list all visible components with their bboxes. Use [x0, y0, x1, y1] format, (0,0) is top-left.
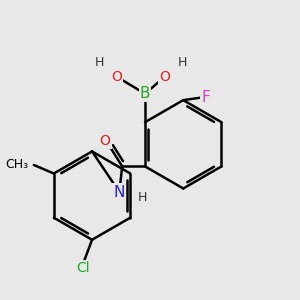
Text: H: H	[137, 191, 147, 204]
Text: O: O	[100, 134, 110, 148]
Text: CH₃: CH₃	[5, 158, 28, 172]
Text: F: F	[202, 90, 210, 105]
Text: B: B	[140, 86, 150, 101]
Text: N: N	[114, 184, 125, 200]
Text: O: O	[160, 70, 170, 84]
Text: Cl: Cl	[77, 261, 90, 275]
Text: H: H	[177, 56, 187, 69]
Text: O: O	[111, 70, 122, 84]
Text: H: H	[95, 56, 104, 69]
